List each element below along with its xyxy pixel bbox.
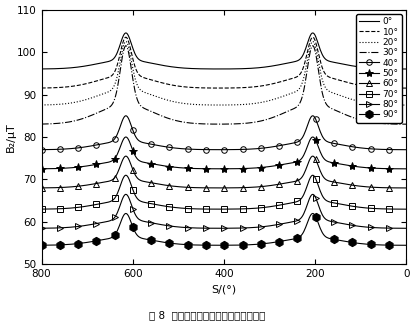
Y-axis label: B₂/μT: B₂/μT — [5, 122, 15, 152]
X-axis label: S/(°): S/(°) — [211, 285, 237, 295]
Text: 图 8  测线上磁场大小与管道倾角关系图: 图 8 测线上磁场大小与管道倾角关系图 — [149, 310, 266, 320]
Legend: 0°, 10°, 20°, 30°, 40°, 50°, 60°, 70°, 80°, 90°: 0°, 10°, 20°, 30°, 40°, 50°, 60°, 70°, 8… — [356, 14, 402, 122]
